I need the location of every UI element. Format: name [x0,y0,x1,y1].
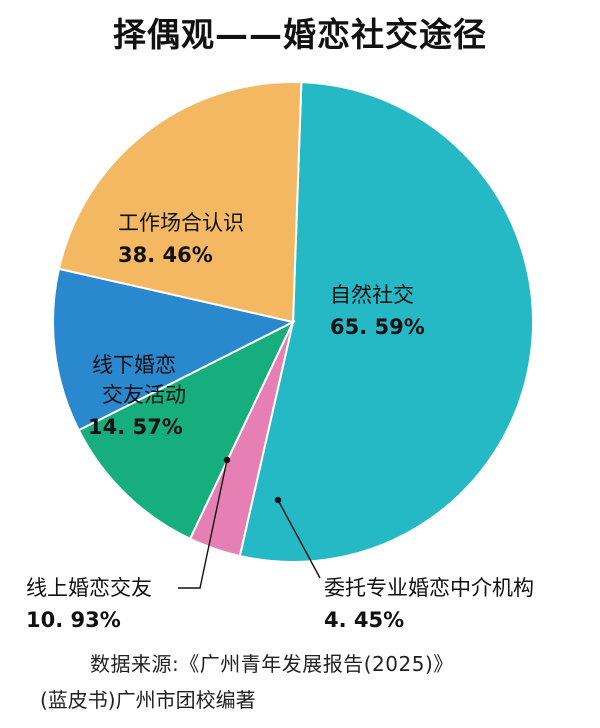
slice-value-2: 10. 93% [26,608,121,632]
slice-name-0: 自然社交 [330,283,414,307]
slice-value-0: 65. 59% [330,315,425,339]
leader-dot-2 [223,456,231,464]
slice-label-1: 委托专业婚恋中介机构 4. 45% [324,576,534,632]
slice-label-0: 自然社交 65. 59% [330,283,425,339]
slice-label-4: 工作场合认识 38. 46% [118,211,244,267]
leader-line-2 [178,459,228,589]
data-source-line2: (蓝皮书)广州市团校编著 [40,688,256,712]
slice-label-2: 线上婚恋交友 10. 93% [26,576,152,632]
slice-name-2: 线上婚恋交友 [26,576,152,600]
leader-line-1 [277,499,321,579]
slice-name-4: 工作场合认识 [118,211,244,235]
slice-value-4: 38. 46% [118,243,213,267]
slice-value-1: 4. 45% [324,608,404,632]
pie-slice-0 [238,81,534,563]
chart-title: 择偶观——婚恋社交途径 [113,15,487,54]
pie-slice-2 [77,319,296,541]
data-source-line1: 数据来源:《广州青年发展报告(2025)》 [90,652,454,676]
slice-value-3: 14. 57% [88,415,183,439]
slice-name-1: 委托专业婚恋中介机构 [324,576,534,600]
leader-dot-1 [274,496,282,504]
slice-name-3-line1: 交友活动 [102,383,186,407]
slice-name-3-line0: 线下婚恋 [92,353,176,377]
pie-slice-4 [57,81,303,324]
